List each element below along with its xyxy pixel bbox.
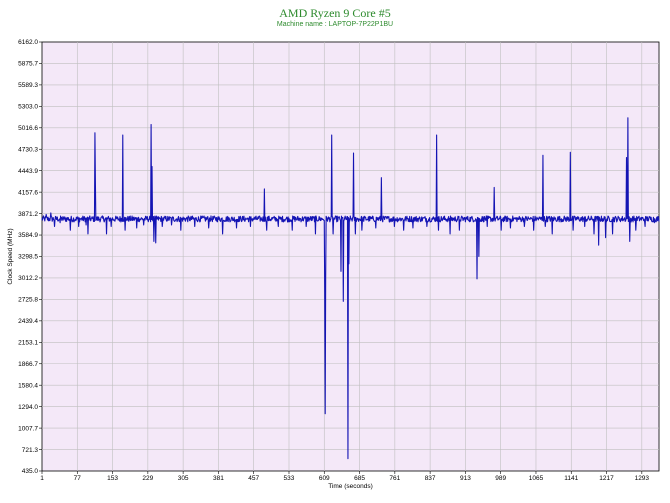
- x-tick-label: 1065: [529, 475, 544, 482]
- x-tick-label: 989: [495, 475, 506, 482]
- x-tick-label: 913: [460, 475, 471, 482]
- y-tick-labels: 435.0 721.3 1007.7 1294.0 1580.4 1866.7 2153.1…: [18, 39, 38, 475]
- y-tick-label: 2725.8: [18, 297, 38, 304]
- y-tick-label: 2153.1: [18, 340, 38, 347]
- x-tick-label: 1: [40, 475, 44, 482]
- grid-lines: [39, 41, 659, 474]
- y-tick-label: 4730.3: [18, 146, 38, 153]
- x-tick-labels: 1 77 153 229 305 381 457 533 609 685 761 837 913 989 1…: [40, 475, 649, 482]
- x-axis-label: Time (seconds): [328, 483, 373, 490]
- x-tick-label: 837: [425, 475, 436, 482]
- y-tick-label: 435.0: [22, 468, 39, 475]
- y-tick-label: 1580.4: [18, 382, 38, 389]
- x-tick-label: 1293: [635, 475, 650, 482]
- y-tick-label: 3584.9: [18, 232, 38, 239]
- y-tick-label: 5303.0: [18, 104, 38, 111]
- y-tick-label: 4443.9: [18, 168, 38, 175]
- chart-subtitle: Machine name : LAPTOP-7P22P1BU: [276, 21, 394, 28]
- x-tick-label: 1217: [599, 475, 614, 482]
- x-tick-label: 77: [74, 475, 82, 482]
- y-axis-label: Clock Speed (MHz): [7, 228, 14, 284]
- x-tick-label: 1141: [564, 475, 578, 482]
- x-tick-label: 381: [213, 475, 224, 482]
- x-tick-label: 761: [389, 475, 400, 482]
- x-tick-label: 457: [248, 475, 259, 482]
- clock-speed-series-line: [41, 117, 660, 460]
- y-tick-label: 1007.7: [18, 425, 38, 432]
- y-tick-label: 5875.7: [18, 61, 38, 68]
- x-tick-label: 609: [319, 475, 330, 482]
- x-tick-label: 229: [142, 475, 153, 482]
- series-line-group: [41, 117, 660, 460]
- y-tick-label: 1294.0: [18, 404, 38, 411]
- x-tick-label: 533: [284, 475, 295, 482]
- y-tick-label: 2439.4: [18, 318, 38, 325]
- y-tick-label: 1866.7: [18, 361, 38, 368]
- y-tick-label: 3012.2: [18, 275, 38, 282]
- chart-title: AMD Ryzen 9 Core #5: [279, 6, 391, 20]
- y-tick-label: 6162.0: [18, 39, 38, 46]
- x-tick-label: 153: [107, 475, 118, 482]
- y-tick-label: 721.3: [22, 447, 39, 454]
- y-tick-label: 5016.6: [18, 125, 38, 132]
- y-tick-label: 5589.3: [18, 82, 38, 89]
- x-tick-label: 685: [354, 475, 365, 482]
- x-tick-label: 305: [178, 475, 189, 482]
- y-tick-label: 4157.6: [18, 189, 38, 196]
- y-tick-label: 3298.5: [18, 254, 38, 261]
- y-tick-label: 3871.2: [18, 211, 38, 218]
